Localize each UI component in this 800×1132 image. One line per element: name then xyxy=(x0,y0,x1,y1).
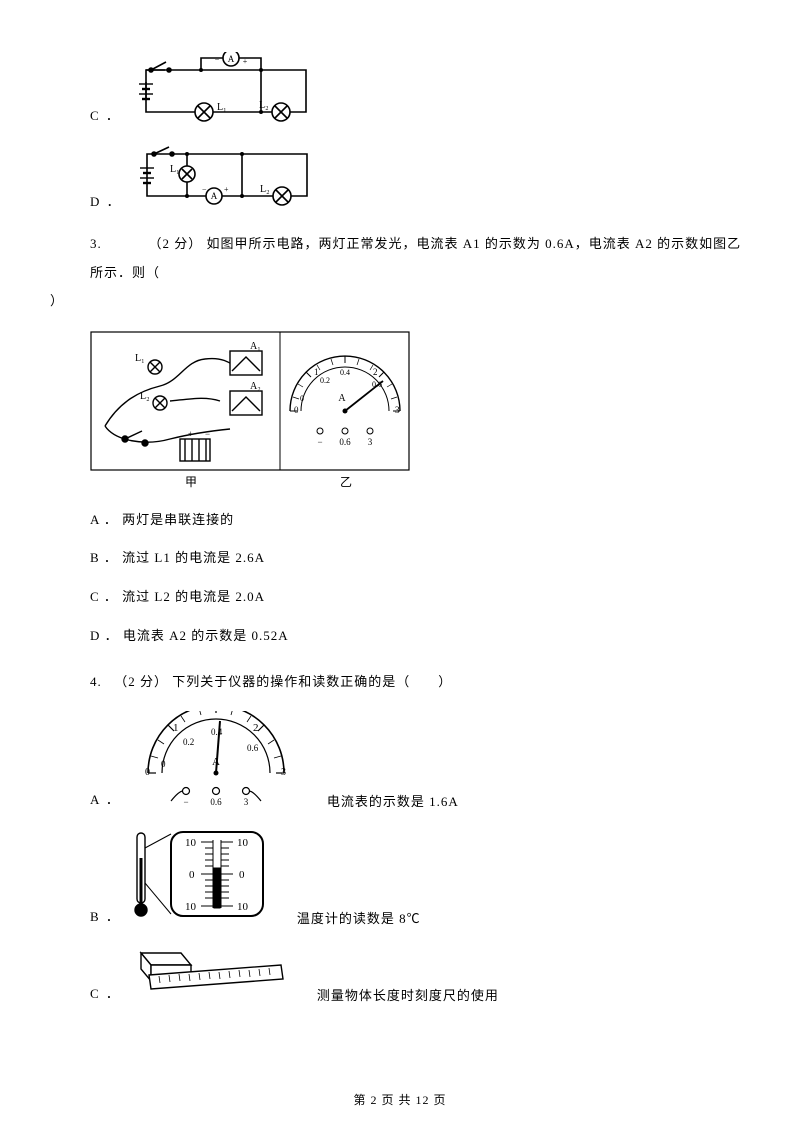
svg-text:0.6: 0.6 xyxy=(210,797,222,806)
q4-optC-text: 测量物体长度时刻度尺的使用 xyxy=(317,985,499,1004)
svg-text:2: 2 xyxy=(373,367,378,377)
svg-text:1: 1 xyxy=(314,367,319,377)
ruler-figure xyxy=(131,945,291,1004)
q4-optA-letter: A ． xyxy=(90,789,121,810)
svg-text:10: 10 xyxy=(237,901,249,913)
svg-text:0.6: 0.6 xyxy=(247,743,259,753)
svg-text:+: + xyxy=(243,57,248,66)
svg-text:0.6: 0.6 xyxy=(372,380,382,389)
question-3: 3. （2 分） 如图甲所示电路，两灯正常发光，电流表 A1 的示数为 0.6A… xyxy=(90,230,750,316)
svg-text:3: 3 xyxy=(281,767,286,778)
svg-text:A₁: A₁ xyxy=(250,341,261,352)
question-3-figure: L₁ L₂ A₁ A₂ + − xyxy=(90,331,750,491)
svg-text:1: 1 xyxy=(173,722,179,734)
page-footer: 第 2 页 共 12 页 xyxy=(0,1091,800,1108)
svg-text:0.6: 0.6 xyxy=(339,437,351,447)
svg-text:0: 0 xyxy=(300,394,304,403)
ammeter-dial-figure: 0 1 2 3 0 0.2 0.4 0.6 A − 0.6 xyxy=(131,711,301,810)
svg-text:−: − xyxy=(183,797,188,806)
svg-text:2: 2 xyxy=(253,722,259,734)
svg-text:3: 3 xyxy=(244,797,249,806)
q2-option-d: D ． xyxy=(90,144,750,212)
svg-text:3: 3 xyxy=(395,405,400,415)
q3-caption-left: 甲 xyxy=(185,475,197,489)
svg-text:−: − xyxy=(205,429,210,439)
svg-text:0.2: 0.2 xyxy=(320,376,330,385)
circuit-diagram-c: A − + L₁ L₂ xyxy=(131,52,316,126)
question-4-points: （2 分） xyxy=(114,674,168,689)
q4-optC-letter: C ． xyxy=(90,983,121,1004)
option-letter-c: C ． xyxy=(90,105,121,126)
question-3-points: （2 分） xyxy=(149,236,203,251)
question-4: 4. （2 分） 下列关于仪器的操作和读数正确的是（ ） xyxy=(90,668,750,697)
svg-text:0.4: 0.4 xyxy=(211,727,223,737)
q4-option-b: B ． xyxy=(90,828,750,927)
svg-text:A: A xyxy=(228,54,235,64)
q3-option-c: C ． 流过 L2 的电流是 2.0A xyxy=(90,583,750,612)
svg-text:L₁: L₁ xyxy=(170,164,180,175)
svg-text:0: 0 xyxy=(161,759,166,769)
svg-text:10: 10 xyxy=(237,837,249,849)
svg-text:−: − xyxy=(202,185,207,194)
svg-text:0: 0 xyxy=(189,869,195,881)
svg-text:A: A xyxy=(212,756,220,768)
svg-text:A₂: A₂ xyxy=(250,381,261,392)
svg-text:−: − xyxy=(215,55,220,64)
svg-text:L₁: L₁ xyxy=(135,353,145,364)
svg-text:+: + xyxy=(224,185,229,194)
question-3-close: ） xyxy=(50,293,64,308)
option-letter-d: D ． xyxy=(90,191,122,212)
q3-option-d: D ． 电流表 A2 的示数是 0.52A xyxy=(90,622,750,651)
svg-text:L₂: L₂ xyxy=(140,391,150,402)
question-3-num: 3. xyxy=(90,230,110,259)
svg-text:A: A xyxy=(338,393,346,404)
svg-text:0: 0 xyxy=(145,767,150,778)
question-4-num: 4. xyxy=(90,668,110,697)
q4-option-c: C ． xyxy=(90,945,750,1004)
svg-text:10: 10 xyxy=(185,837,197,849)
svg-text:−: − xyxy=(317,437,322,447)
svg-text:0: 0 xyxy=(294,405,299,415)
circuit-diagram-d: L₁ A − + L₂ xyxy=(132,144,317,212)
svg-text:10: 10 xyxy=(185,901,197,913)
svg-text:0: 0 xyxy=(239,869,245,881)
q3-option-a: A ． 两灯是串联连接的 xyxy=(90,506,750,535)
q2-option-c: C ． xyxy=(90,52,750,126)
svg-text:+: + xyxy=(188,429,193,439)
question-4-text: 下列关于仪器的操作和读数正确的是（ ） xyxy=(172,674,452,689)
q3-caption-right: 乙 xyxy=(340,475,352,489)
q3-option-b: B ． 流过 L1 的电流是 2.6A xyxy=(90,544,750,573)
svg-text:3: 3 xyxy=(368,437,373,447)
svg-text:L₂: L₂ xyxy=(260,184,270,195)
q4-optB-letter: B ． xyxy=(90,906,121,927)
svg-text:0.2: 0.2 xyxy=(183,737,194,747)
svg-text:A: A xyxy=(210,191,217,201)
q4-optB-text: 温度计的读数是 8℃ xyxy=(297,908,421,927)
svg-text:0.4: 0.4 xyxy=(340,368,350,377)
thermometer-figure: 10 10 0 0 10 10 xyxy=(131,828,271,927)
q4-option-a: A ． xyxy=(90,711,750,810)
q4-optA-text: 电流表的示数是 1.6A xyxy=(327,791,459,810)
svg-text:L₁: L₁ xyxy=(217,102,227,113)
